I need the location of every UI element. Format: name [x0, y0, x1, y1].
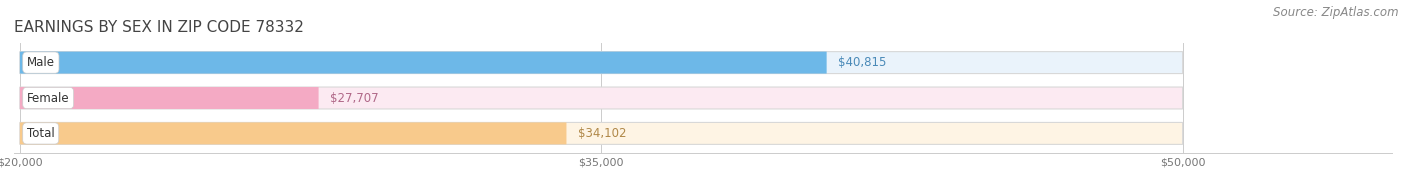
Text: Female: Female	[27, 92, 69, 104]
Text: $27,707: $27,707	[330, 92, 378, 104]
Text: EARNINGS BY SEX IN ZIP CODE 78332: EARNINGS BY SEX IN ZIP CODE 78332	[14, 20, 304, 35]
FancyBboxPatch shape	[20, 122, 567, 144]
Text: Male: Male	[27, 56, 55, 69]
Text: Total: Total	[27, 127, 55, 140]
Text: Source: ZipAtlas.com: Source: ZipAtlas.com	[1274, 6, 1399, 19]
Text: $40,815: $40,815	[838, 56, 887, 69]
FancyBboxPatch shape	[20, 52, 827, 74]
Text: $34,102: $34,102	[578, 127, 627, 140]
FancyBboxPatch shape	[20, 122, 1182, 144]
FancyBboxPatch shape	[20, 87, 319, 109]
FancyBboxPatch shape	[20, 87, 1182, 109]
FancyBboxPatch shape	[20, 52, 1182, 74]
